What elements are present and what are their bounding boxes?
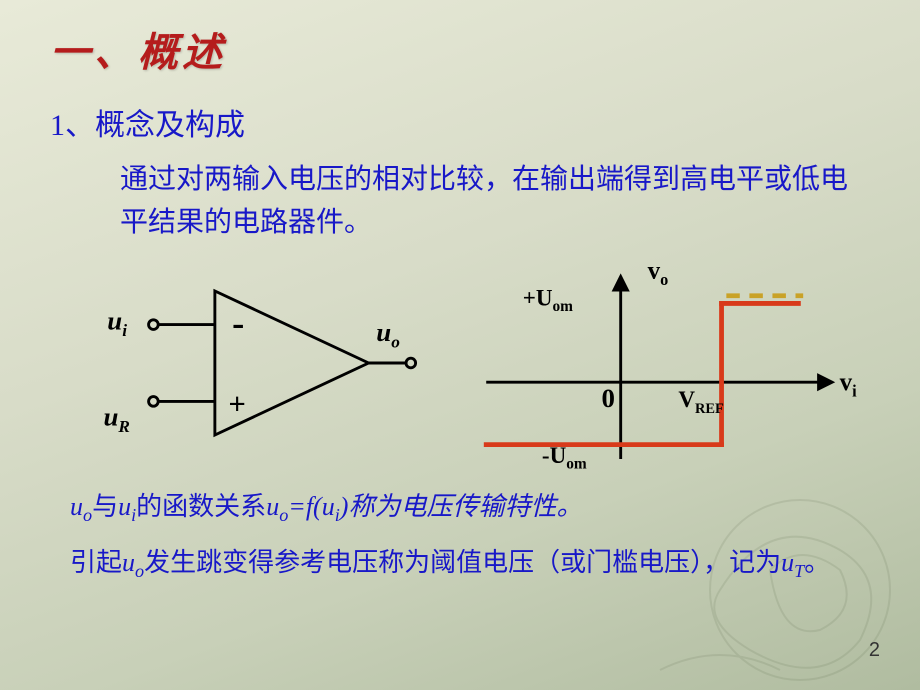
figure-row: - + ui uR uo xyxy=(90,253,870,473)
formula-line: uo与ui的函数关系uo=f(ui)称为电压传输特性。 xyxy=(70,487,870,529)
x-axis-label: vi xyxy=(839,369,856,401)
plus-symbol: + xyxy=(228,387,246,421)
vref-label: VREF xyxy=(678,386,724,417)
ur-label: uR xyxy=(103,401,129,436)
minus-symbol: - xyxy=(232,302,244,343)
opamp-diagram: - + ui uR uo xyxy=(90,268,417,458)
transfer-characteristic-chart: vo vi 0 +Uom -Uom VREF xyxy=(467,253,870,473)
upper-limit-label: +Uom xyxy=(522,284,572,315)
slide-container: 一、概述 1、概念及构成 通过对两输入电压的相对比较，在输出端得到高电平或低电平… xyxy=(0,0,920,690)
page-number: 2 xyxy=(869,639,880,662)
subsection-title: 1、概念及构成 xyxy=(50,100,870,144)
uo-label: uo xyxy=(376,317,400,352)
threshold-paragraph: 引起uo发生跳变得参考电压称为阈值电压（或门槛电压），记为uT。 xyxy=(70,543,870,585)
section-title: 一、概述 xyxy=(50,20,870,78)
origin-label: 0 xyxy=(601,383,614,413)
ui-label: ui xyxy=(107,305,127,340)
definition-paragraph: 通过对两输入电压的相对比较，在输出端得到高电平或低电平结果的电路器件。 xyxy=(120,158,870,245)
y-axis-label: vo xyxy=(647,257,668,289)
